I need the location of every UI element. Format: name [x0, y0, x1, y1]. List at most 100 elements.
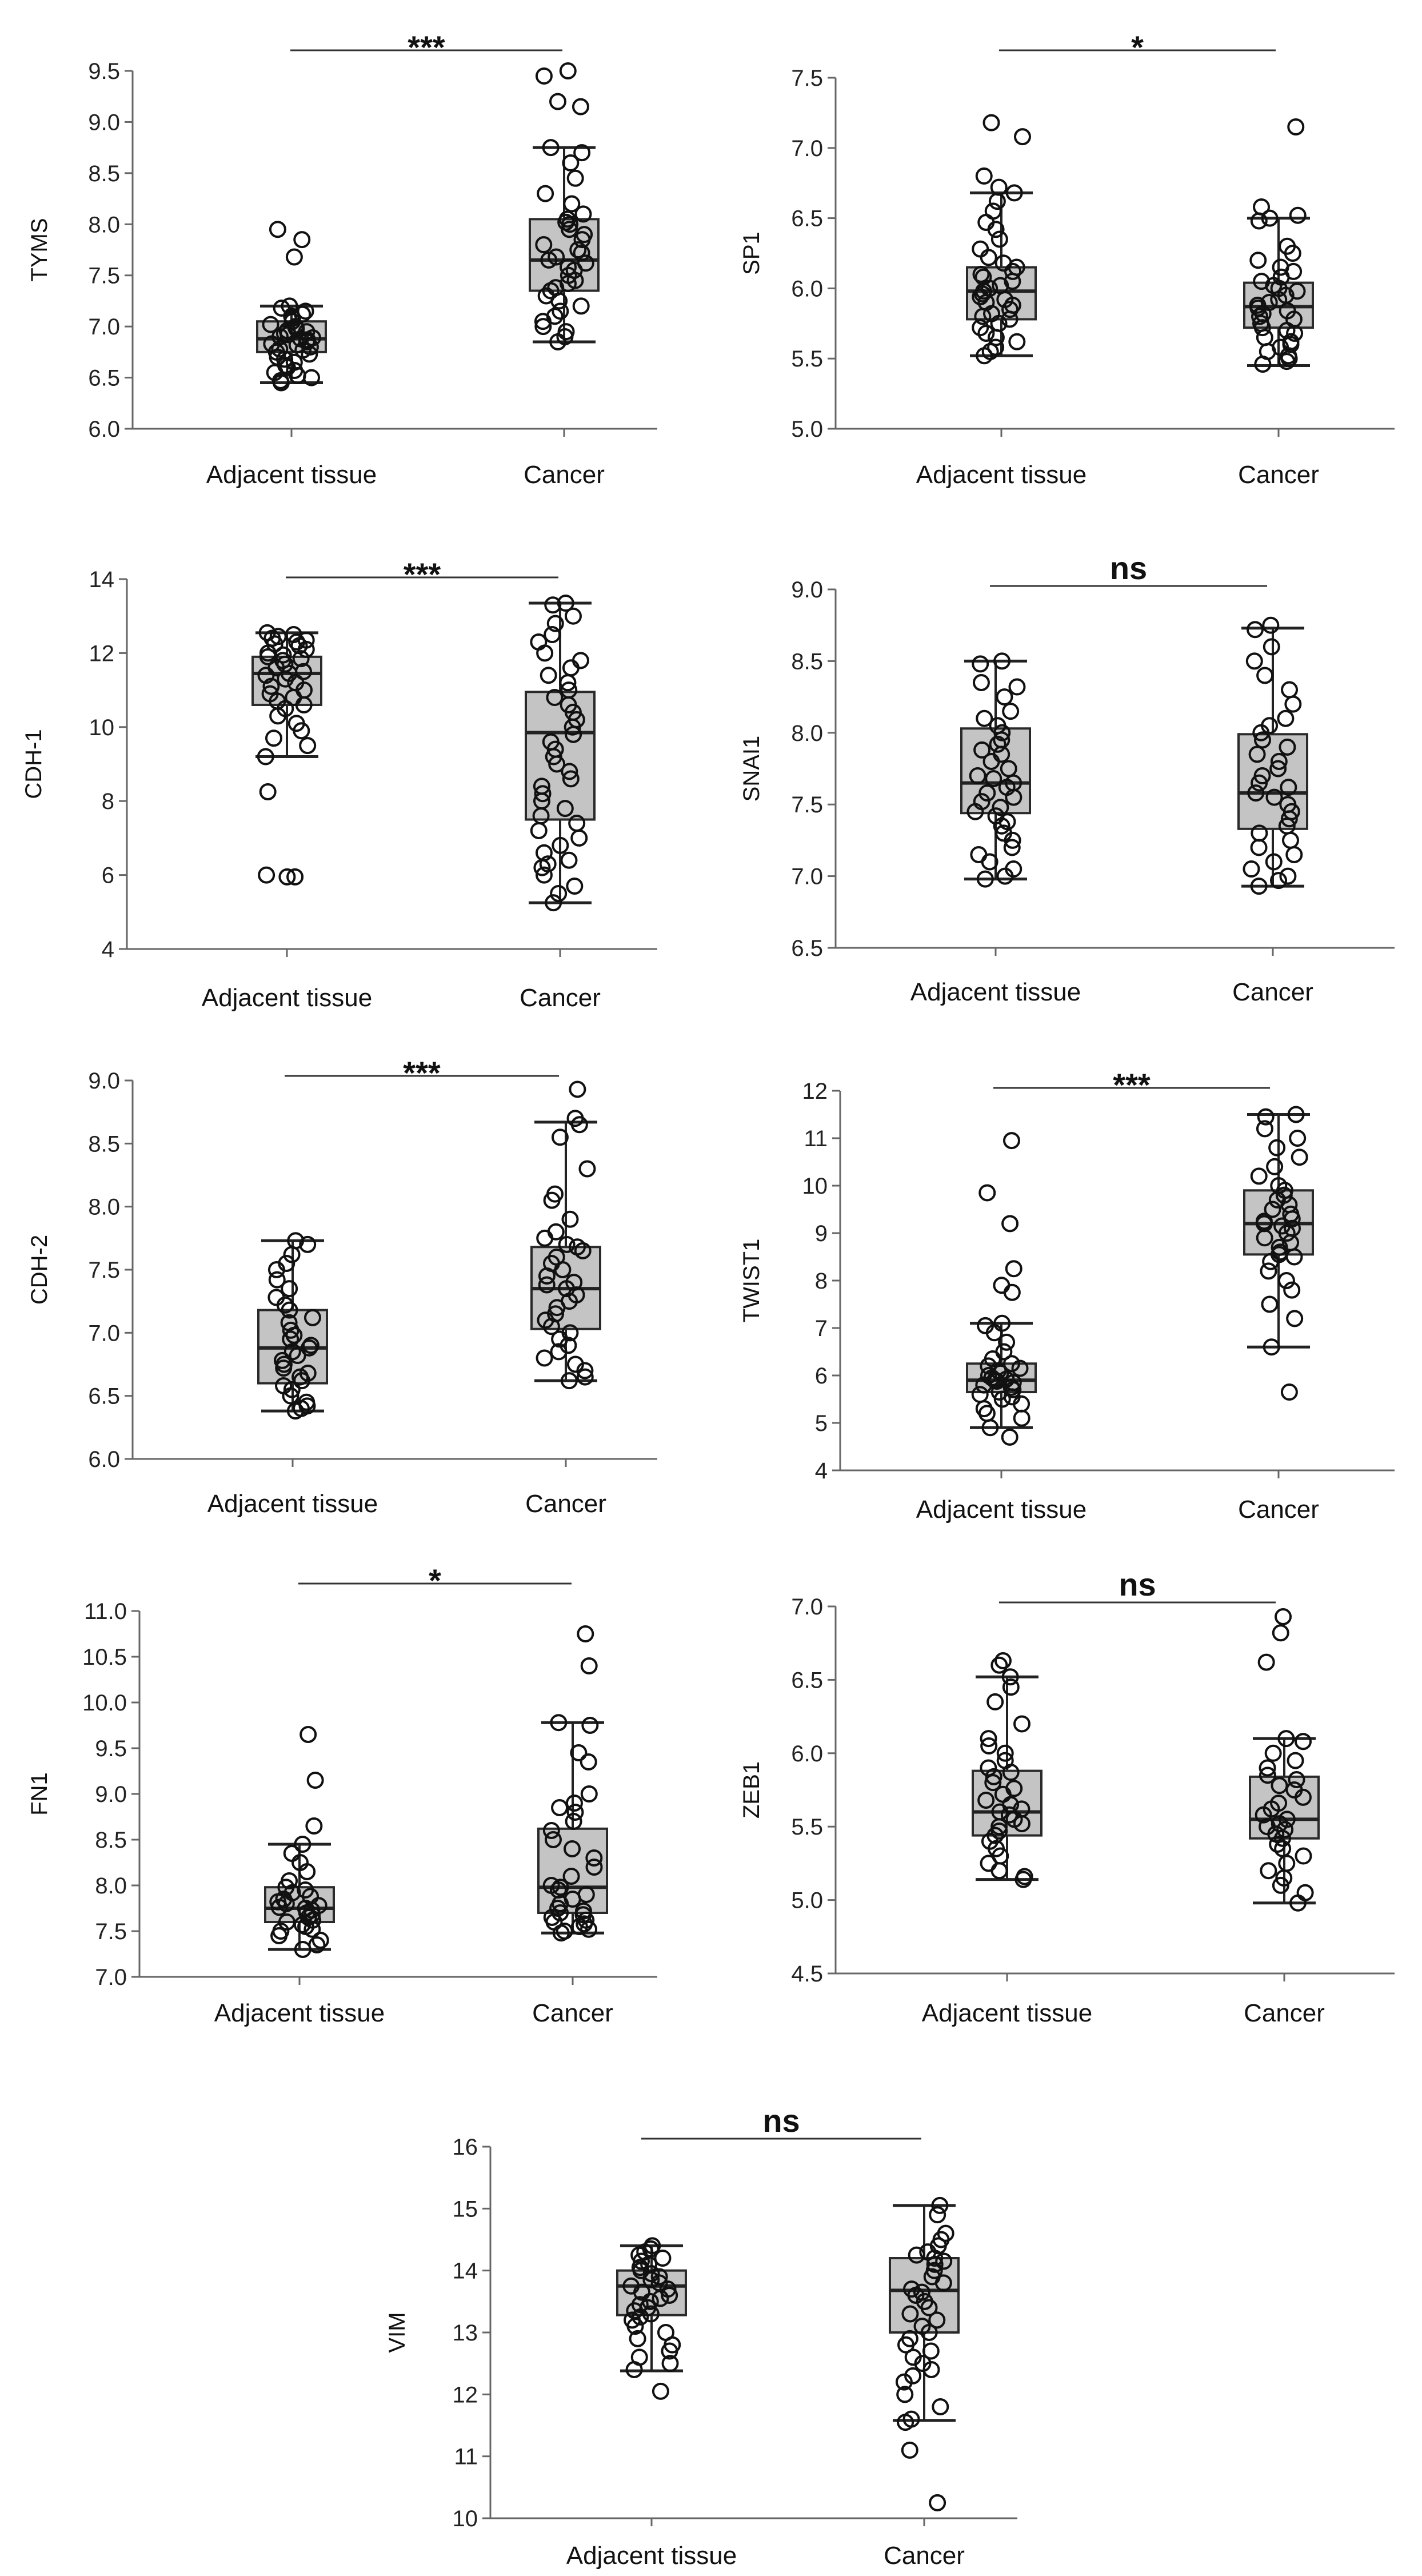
data-point: [1255, 1806, 1272, 1824]
data-point: [985, 1324, 1003, 1342]
data-point: [559, 62, 577, 79]
data-point: [920, 2324, 938, 2341]
data-point: [1253, 273, 1271, 290]
y-axis-title: ZEB1: [739, 1761, 764, 1819]
data-point: [551, 1799, 569, 1816]
data-point: [1246, 621, 1264, 639]
data-point: [1013, 1715, 1031, 1733]
data-point: [1272, 1624, 1289, 1642]
data-point: [633, 2252, 650, 2270]
data-point: [984, 1774, 1002, 1792]
y-tick-label: 10.0: [82, 1690, 127, 1716]
data-point: [544, 626, 561, 644]
data-point: [585, 1849, 603, 1867]
data-point: [1249, 252, 1267, 269]
y-tick-label: 14: [89, 567, 115, 592]
data-point: [271, 340, 289, 358]
data-point: [552, 836, 569, 854]
data-point: [1263, 1338, 1280, 1356]
x-category-label: Adjacent tissue: [910, 978, 1081, 1006]
data-point: [1251, 774, 1268, 792]
data-point: [536, 644, 554, 662]
data-point: [535, 236, 553, 254]
y-tick-label: 7.5: [88, 264, 120, 289]
y-tick-label: 8.5: [88, 161, 120, 186]
data-point: [1259, 1759, 1276, 1777]
data-point: [1262, 1253, 1280, 1270]
data-point: [299, 1235, 317, 1253]
box-group-cancer: [1249, 1608, 1320, 1912]
data-point: [1281, 831, 1299, 849]
y-tick-label: 11: [454, 2445, 478, 2470]
data-point: [297, 640, 315, 658]
data-point: [1266, 1158, 1284, 1175]
significance-label: ***: [408, 29, 445, 65]
y-tick-label: 9.5: [88, 59, 120, 84]
data-point: [552, 302, 569, 320]
data-point: [996, 1744, 1014, 1762]
x-category-label: Adjacent tissue: [207, 1490, 378, 1518]
data-point: [980, 1730, 997, 1748]
data-point: [561, 1210, 579, 1228]
data-point: [564, 718, 581, 736]
x-category-label: Adjacent tissue: [206, 461, 377, 489]
y-tick-label: 7.0: [791, 1594, 823, 1620]
data-point: [549, 93, 566, 110]
data-point: [1289, 1130, 1307, 1147]
x-category-label: Cancer: [524, 461, 605, 489]
data-point: [990, 230, 1008, 248]
data-point: [546, 689, 564, 707]
data-point: [901, 2441, 918, 2459]
y-tick-label: 10.5: [82, 1645, 127, 1670]
data-point: [1270, 752, 1288, 770]
data-point: [982, 752, 1000, 770]
data-point: [301, 1339, 318, 1357]
data-point: [293, 231, 311, 249]
data-point: [542, 282, 560, 300]
data-point: [573, 244, 590, 262]
data-point: [283, 1343, 301, 1361]
data-point: [574, 1242, 592, 1259]
y-axis-title: CDH-1: [21, 729, 46, 799]
data-point: [283, 1845, 301, 1862]
data-point: [562, 1868, 580, 1885]
y-tick-label: 6.0: [791, 1741, 823, 1766]
data-point: [550, 1343, 568, 1361]
y-tick-label: 7: [815, 1316, 828, 1341]
data-point: [1252, 724, 1270, 741]
box-group-adjacent-tissue: [251, 624, 322, 886]
data-point: [1008, 333, 1026, 350]
data-point: [1284, 245, 1301, 262]
data-point: [989, 735, 1006, 753]
data-point: [1294, 1733, 1312, 1750]
data-point: [972, 265, 990, 283]
data-point: [534, 313, 552, 330]
data-point: [1270, 291, 1288, 309]
data-point: [554, 1261, 572, 1278]
data-point: [305, 1817, 323, 1835]
data-point: [993, 724, 1011, 741]
data-point: [972, 674, 990, 692]
data-point: [990, 1656, 1008, 1674]
data-point: [267, 1261, 285, 1278]
box-group-adjacent-tissue: [257, 1232, 328, 1420]
data-point: [1005, 1260, 1022, 1278]
data-point: [1001, 1668, 1019, 1686]
y-tick-label: 12: [453, 2382, 478, 2407]
y-axis-title: CDH-2: [27, 1235, 52, 1305]
y-tick-label: 6.5: [791, 206, 823, 232]
data-point: [993, 1390, 1011, 1408]
y-tick-label: 7.5: [791, 66, 823, 91]
data-point: [996, 867, 1014, 885]
x-category-label: Adjacent tissue: [566, 2542, 737, 2570]
x-category-label: Cancer: [1244, 1999, 1325, 2027]
chart-panel-snai1: 6.5 7.0 7.5 8.0 8.5 9.0 Adjacent tissue Cancer S…: [739, 550, 1395, 1006]
data-point: [289, 1347, 306, 1365]
data-point: [259, 783, 277, 801]
iqr-box: [1237, 733, 1308, 830]
data-point: [581, 1717, 599, 1734]
data-point: [580, 1785, 598, 1803]
data-point: [975, 167, 993, 185]
data-point: [1288, 1771, 1305, 1789]
